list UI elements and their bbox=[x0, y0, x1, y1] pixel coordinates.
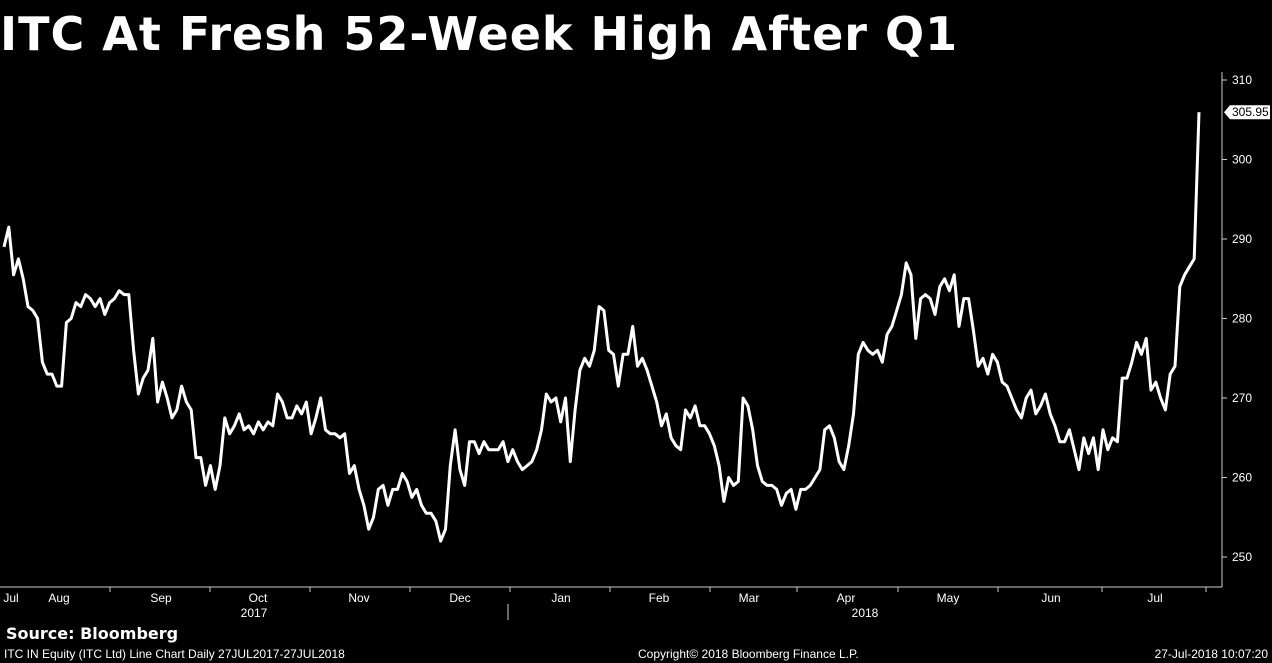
y-axis: 250 260 270 280 290 300 310 bbox=[1222, 73, 1252, 564]
x-tick-label: May bbox=[937, 591, 960, 605]
price-line bbox=[2, 112, 1201, 543]
x-tick-label: Jul bbox=[3, 591, 18, 605]
footer-copyright: Copyright© 2018 Bloomberg Finance L.P. bbox=[638, 647, 859, 661]
plot-frame bbox=[0, 72, 1223, 588]
footer-chart-info: ITC IN Equity (ITC Ltd) Line Chart Daily… bbox=[4, 647, 345, 661]
last-value-tag bbox=[1224, 105, 1270, 120]
chart-title: ITC At Fresh 52-Week High After Q1 bbox=[0, 7, 959, 61]
y-tick-label: 310 bbox=[1232, 73, 1252, 87]
y-tick-label: 300 bbox=[1232, 153, 1252, 167]
y-tick-label: 250 bbox=[1232, 550, 1252, 564]
last-value-label: 305.95 bbox=[1224, 105, 1270, 120]
y-tick-label: 280 bbox=[1232, 312, 1252, 326]
x-tick-label: Aug bbox=[48, 591, 69, 605]
year-label: 2017 bbox=[241, 606, 268, 620]
x-tick-label: Jan bbox=[551, 591, 570, 605]
x-tick-label: Jun bbox=[1041, 591, 1060, 605]
y-tick-label: 290 bbox=[1232, 232, 1252, 246]
y-tick-label: 260 bbox=[1232, 471, 1252, 485]
x-axis: Jul Aug Sep Oct Nov Dec Jan Feb Mar Apr May Jun Jul 2… bbox=[3, 587, 1207, 620]
y-tick-label: 270 bbox=[1232, 391, 1252, 405]
x-tick-label: Jul bbox=[1147, 591, 1162, 605]
footer-timestamp: 27-Jul-2018 10:07:20 bbox=[1154, 647, 1268, 661]
year-label: 2018 bbox=[852, 606, 879, 620]
x-tick-label: Oct bbox=[249, 591, 268, 605]
source-label: Source: Bloomberg bbox=[6, 624, 179, 643]
last-value-text: 305.95 bbox=[1232, 105, 1269, 119]
x-tick-label: Apr bbox=[837, 591, 856, 605]
x-tick-label: Mar bbox=[739, 591, 760, 605]
x-tick-label: Feb bbox=[649, 591, 670, 605]
x-tick-label: Dec bbox=[449, 591, 470, 605]
x-tick-label: Nov bbox=[348, 591, 369, 605]
x-tick-label: Sep bbox=[150, 591, 172, 605]
